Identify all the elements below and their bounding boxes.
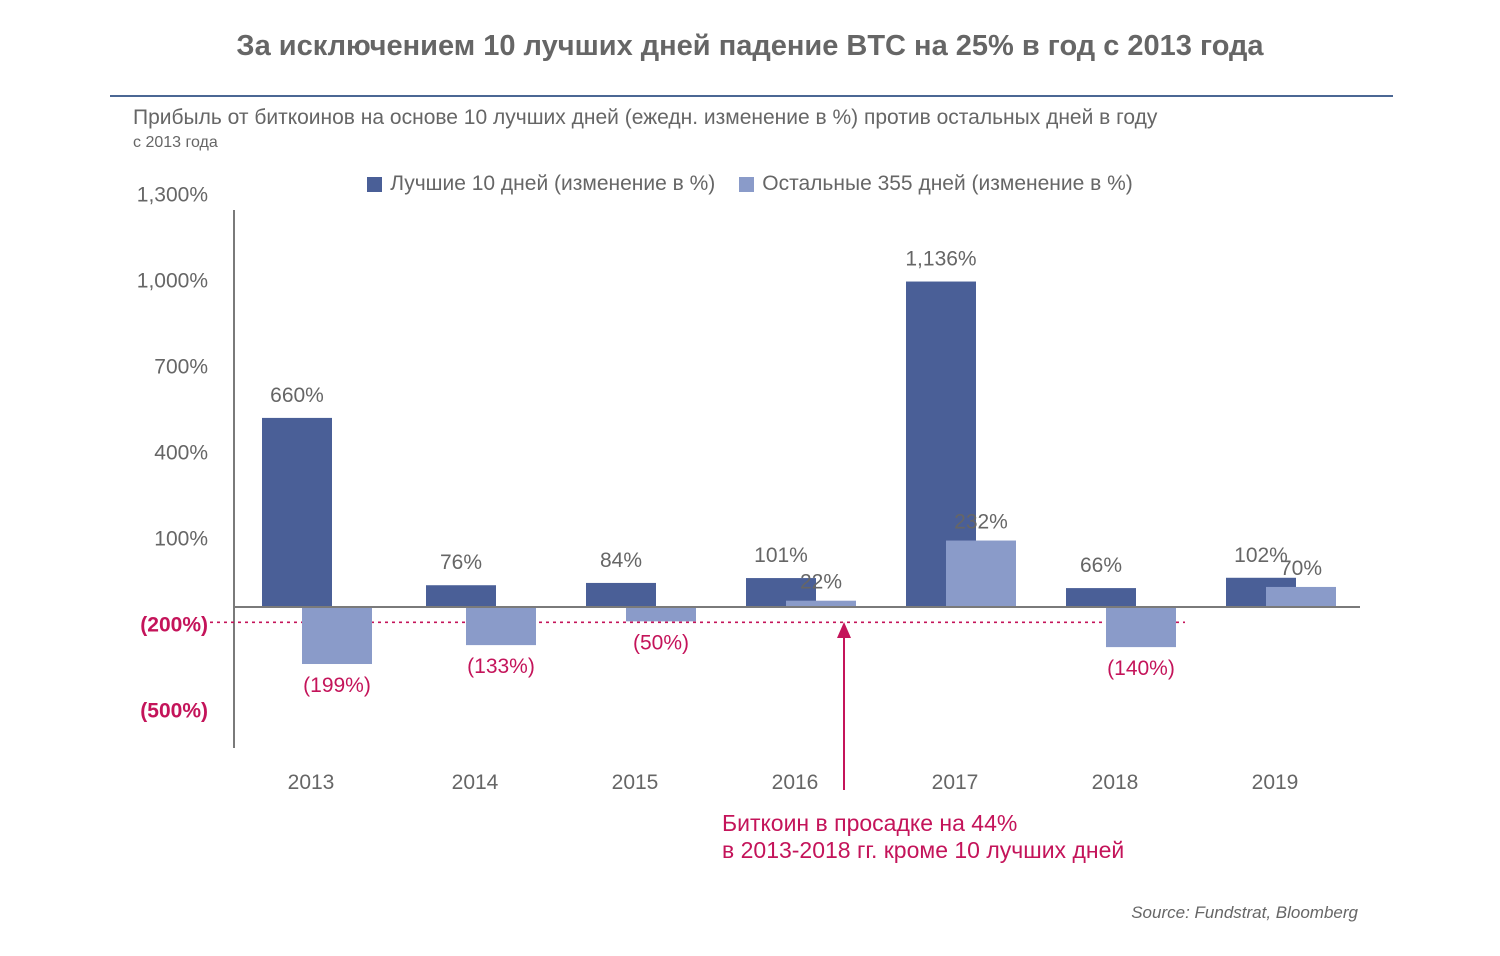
chart-subtitle: Прибыль от биткоинов на основе 10 лучших…: [133, 106, 1158, 129]
y-tick-label: 1,000%: [137, 270, 208, 293]
x-tick-label: 2016: [772, 771, 819, 794]
data-label-rest: (199%): [303, 674, 371, 697]
legend-label-best10: Лучшие 10 дней (изменение в %): [390, 172, 716, 195]
bar-best10: [1066, 588, 1136, 607]
y-tick-label: (200%): [140, 613, 208, 636]
x-tick-label: 2019: [1252, 771, 1299, 794]
data-label-rest: 22%: [800, 571, 842, 594]
legend-swatch-best10: [367, 176, 383, 192]
bar-rest: [946, 540, 1016, 607]
source-note: Source: Fundstrat, Bloomberg: [1131, 903, 1358, 922]
bar-rest: [302, 607, 372, 665]
bar-rest: [626, 607, 696, 622]
x-tick-label: 2017: [932, 771, 979, 794]
data-label-rest: 232%: [954, 511, 1008, 534]
annotation-arrow-head: [837, 622, 851, 638]
data-label-best10: 1,136%: [905, 248, 976, 271]
x-tick-label: 2013: [288, 771, 335, 794]
data-label-rest: (50%): [633, 631, 689, 654]
data-label-best10: 84%: [600, 549, 642, 572]
annotation-text-line1: Биткоин в просадке на 44%: [722, 810, 1017, 836]
bar-rest: [466, 607, 536, 646]
data-label-best10: 660%: [270, 384, 324, 407]
x-tick-label: 2015: [612, 771, 659, 794]
chart-title: За исключением 10 лучших дней падение BT…: [236, 30, 1264, 62]
bar-best10: [262, 417, 332, 607]
data-label-best10: 76%: [440, 551, 482, 574]
annotation-text-line2: в 2013-2018 гг. кроме 10 лучших дней: [722, 837, 1124, 863]
title-divider: [110, 95, 1393, 97]
legend: Лучшие 10 дней (изменение в %) Остальные…: [0, 172, 1500, 196]
data-label-best10: 102%: [1234, 544, 1288, 567]
legend-item-rest: Остальные 355 дней (изменение в %): [739, 172, 1133, 196]
y-tick-label: 700%: [154, 355, 208, 378]
bar-rest: [786, 600, 856, 607]
bar-rest: [1266, 586, 1336, 607]
y-tick-label: 1,300%: [137, 184, 208, 207]
chart-subtitle-note: с 2013 года: [133, 134, 218, 151]
y-tick-label: (500%): [140, 699, 208, 722]
y-tick-label: 100%: [154, 527, 208, 550]
data-label-rest: 70%: [1280, 557, 1322, 580]
data-label-rest: (140%): [1107, 657, 1175, 680]
bar-best10: [586, 582, 656, 607]
x-tick-label: 2014: [452, 771, 499, 794]
legend-label-rest: Остальные 355 дней (изменение в %): [762, 172, 1133, 195]
y-tick-label: 400%: [154, 441, 208, 464]
data-label-best10: 101%: [754, 544, 808, 567]
data-label-best10: 66%: [1080, 554, 1122, 577]
bar-best10: [426, 585, 496, 607]
x-tick-label: 2018: [1092, 771, 1139, 794]
legend-swatch-rest: [739, 176, 755, 192]
legend-item-best10: Лучшие 10 дней (изменение в %): [367, 172, 715, 196]
data-label-rest: (133%): [467, 655, 535, 678]
bar-rest: [1106, 607, 1176, 648]
